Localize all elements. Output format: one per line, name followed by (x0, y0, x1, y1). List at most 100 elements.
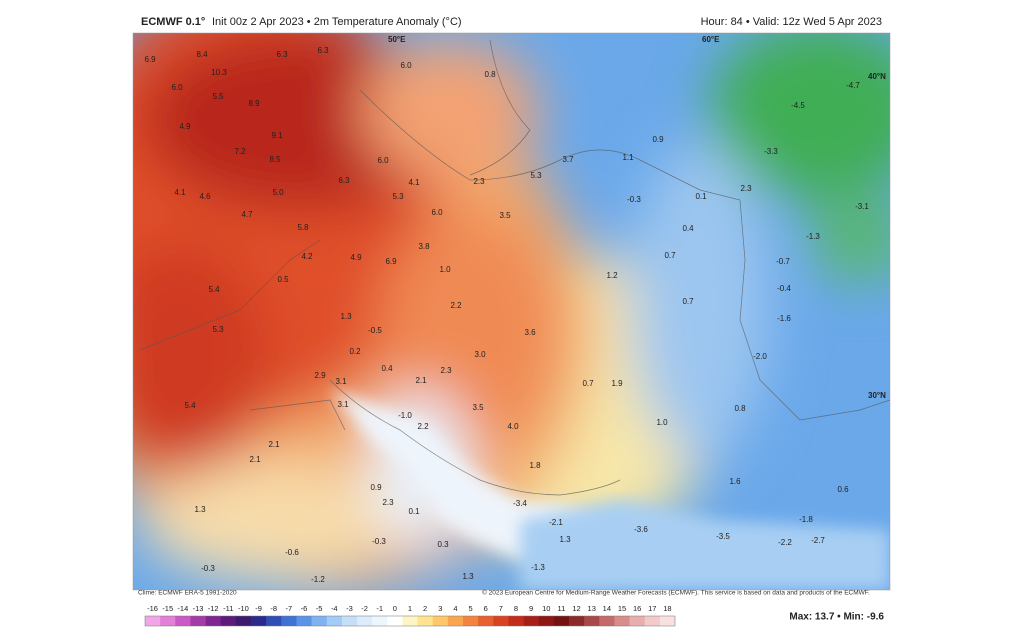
anomaly-label: 3.8 (418, 242, 430, 251)
colorbar-cell (599, 616, 615, 626)
anomaly-label: 6.3 (317, 46, 329, 55)
colorbar-tick-label: 1 (408, 604, 412, 613)
colorbar-tick-label: 8 (514, 604, 518, 613)
model-name: ECMWF 0.1° (141, 16, 205, 28)
anomaly-label: 3.0 (474, 350, 486, 359)
colorbar-tick-label: 17 (648, 604, 656, 613)
colorbar-cell (629, 616, 646, 626)
anomaly-label: 1.0 (656, 418, 668, 427)
anomaly-label: 4.2 (301, 252, 313, 261)
anomaly-label: 4.1 (408, 178, 420, 187)
anomaly-label: 2.2 (450, 301, 462, 310)
anomaly-label: 2.1 (249, 455, 261, 464)
colorbar-tick-label: -15 (162, 604, 173, 613)
colorbar-tick-label: 18 (663, 604, 671, 613)
colorbar-cell (538, 616, 555, 626)
anomaly-label: -3.6 (634, 525, 648, 534)
grid-label: 40°N (868, 72, 886, 81)
colorbar-tick-label: 13 (588, 604, 596, 613)
colorbar-tick-label: 16 (633, 604, 641, 613)
anomaly-label: 0.4 (682, 224, 694, 233)
colorbar-tick-label: 3 (438, 604, 442, 613)
colorbar-tick-label: 12 (572, 604, 580, 613)
anomaly-label: 8.4 (196, 50, 208, 59)
anomaly-label: 1.3 (340, 312, 352, 321)
anomaly-label: 7.2 (234, 147, 246, 156)
anomaly-label: 1.3 (559, 535, 571, 544)
anomaly-label: 3.7 (562, 155, 574, 164)
grid-label: 60°E (702, 35, 720, 44)
anomaly-label: -4.7 (846, 81, 860, 90)
colorbar-tick-label: -16 (147, 604, 158, 613)
colorbar-cell (644, 616, 661, 626)
colorbar-tick-label: -5 (316, 604, 323, 613)
anomaly-label: -0.5 (368, 326, 382, 335)
map-field (133, 33, 890, 590)
anomaly-label: 1.2 (606, 271, 618, 280)
colorbar-cell (296, 616, 312, 626)
anomaly-label: 8.9 (248, 99, 260, 108)
anomaly-label: -2.1 (549, 518, 563, 527)
anomaly-label: 5.3 (392, 192, 404, 201)
anomaly-label: 0.8 (484, 70, 496, 79)
anomaly-label: 0.2 (349, 347, 361, 356)
anomaly-label: 8.5 (269, 155, 281, 164)
anomaly-label: 6.9 (385, 257, 397, 266)
colorbar-cell (220, 616, 237, 626)
anomaly-label: -1.3 (531, 563, 545, 572)
anomaly-label: -3.5 (716, 532, 730, 541)
colorbar-cell (478, 616, 494, 626)
colorbar-cell (508, 616, 524, 626)
colorbar-cell (523, 616, 540, 626)
max-min: Max: 13.7 • Min: -9.6 (789, 612, 884, 623)
anomaly-label: 4.7 (241, 210, 253, 219)
colorbar-cell (614, 616, 630, 626)
colorbar-cell (447, 616, 464, 626)
anomaly-label: 5.3 (212, 325, 224, 334)
anomaly-label: 1.1 (622, 153, 634, 162)
colorbar-cell (659, 616, 676, 626)
colorbar-cell (569, 616, 585, 626)
valid-time: Hour: 84 • Valid: 12z Wed 5 Apr 2023 (701, 16, 882, 28)
anomaly-label: -0.3 (372, 537, 386, 546)
colorbar-frame (144, 615, 676, 627)
subtitle: Init 00z 2 Apr 2023 • 2m Temperature Ano… (212, 16, 462, 28)
copyright: © 2023 European Centre for Medium-Range … (482, 589, 870, 597)
anomaly-label: 2.3 (473, 177, 485, 186)
anomaly-label: 0.7 (664, 251, 676, 260)
anomaly-label: 2.3 (740, 184, 752, 193)
colorbar-tick-label: -1 (376, 604, 383, 613)
colorbar-cell (281, 616, 297, 626)
anomaly-label: -1.6 (777, 314, 791, 323)
colorbar-cell (341, 616, 358, 626)
anomaly-label: 6.3 (338, 176, 350, 185)
anomaly-label: 0.6 (837, 485, 849, 494)
colorbar-cell (205, 616, 222, 626)
colorbar-tick-label: 5 (468, 604, 472, 613)
colorbar-tick-label: -8 (270, 604, 277, 613)
anomaly-label: 2.1 (268, 440, 280, 449)
anomaly-label: 2.3 (440, 366, 452, 375)
anomaly-label: 0.4 (381, 364, 393, 373)
map-frame (132, 32, 891, 591)
colorbar-cell (235, 616, 252, 626)
anomaly-label: -3.4 (513, 499, 527, 508)
colorbar-tick-label: -10 (238, 604, 249, 613)
colorbar-tick-label: -13 (193, 604, 204, 613)
colorbar-cell (251, 616, 267, 626)
anomaly-label: 4.9 (179, 122, 191, 131)
colorbar-tick-label: -6 (301, 604, 308, 613)
anomaly-label: 0.1 (695, 192, 707, 201)
colorbar-cell (311, 616, 328, 626)
colorbar-cell (417, 616, 434, 626)
anomaly-label: 0.1 (408, 507, 420, 516)
anomaly-label: 5.8 (297, 223, 309, 232)
grid-label: 50°E (388, 35, 406, 44)
anomaly-label: 2.2 (417, 422, 429, 431)
anomaly-label: 4.0 (507, 422, 519, 431)
anomaly-label: 1.0 (439, 265, 451, 274)
colorbar-tick-label: -12 (208, 604, 219, 613)
anomaly-label: 6.0 (431, 208, 443, 217)
colorbar-cell (463, 616, 479, 626)
